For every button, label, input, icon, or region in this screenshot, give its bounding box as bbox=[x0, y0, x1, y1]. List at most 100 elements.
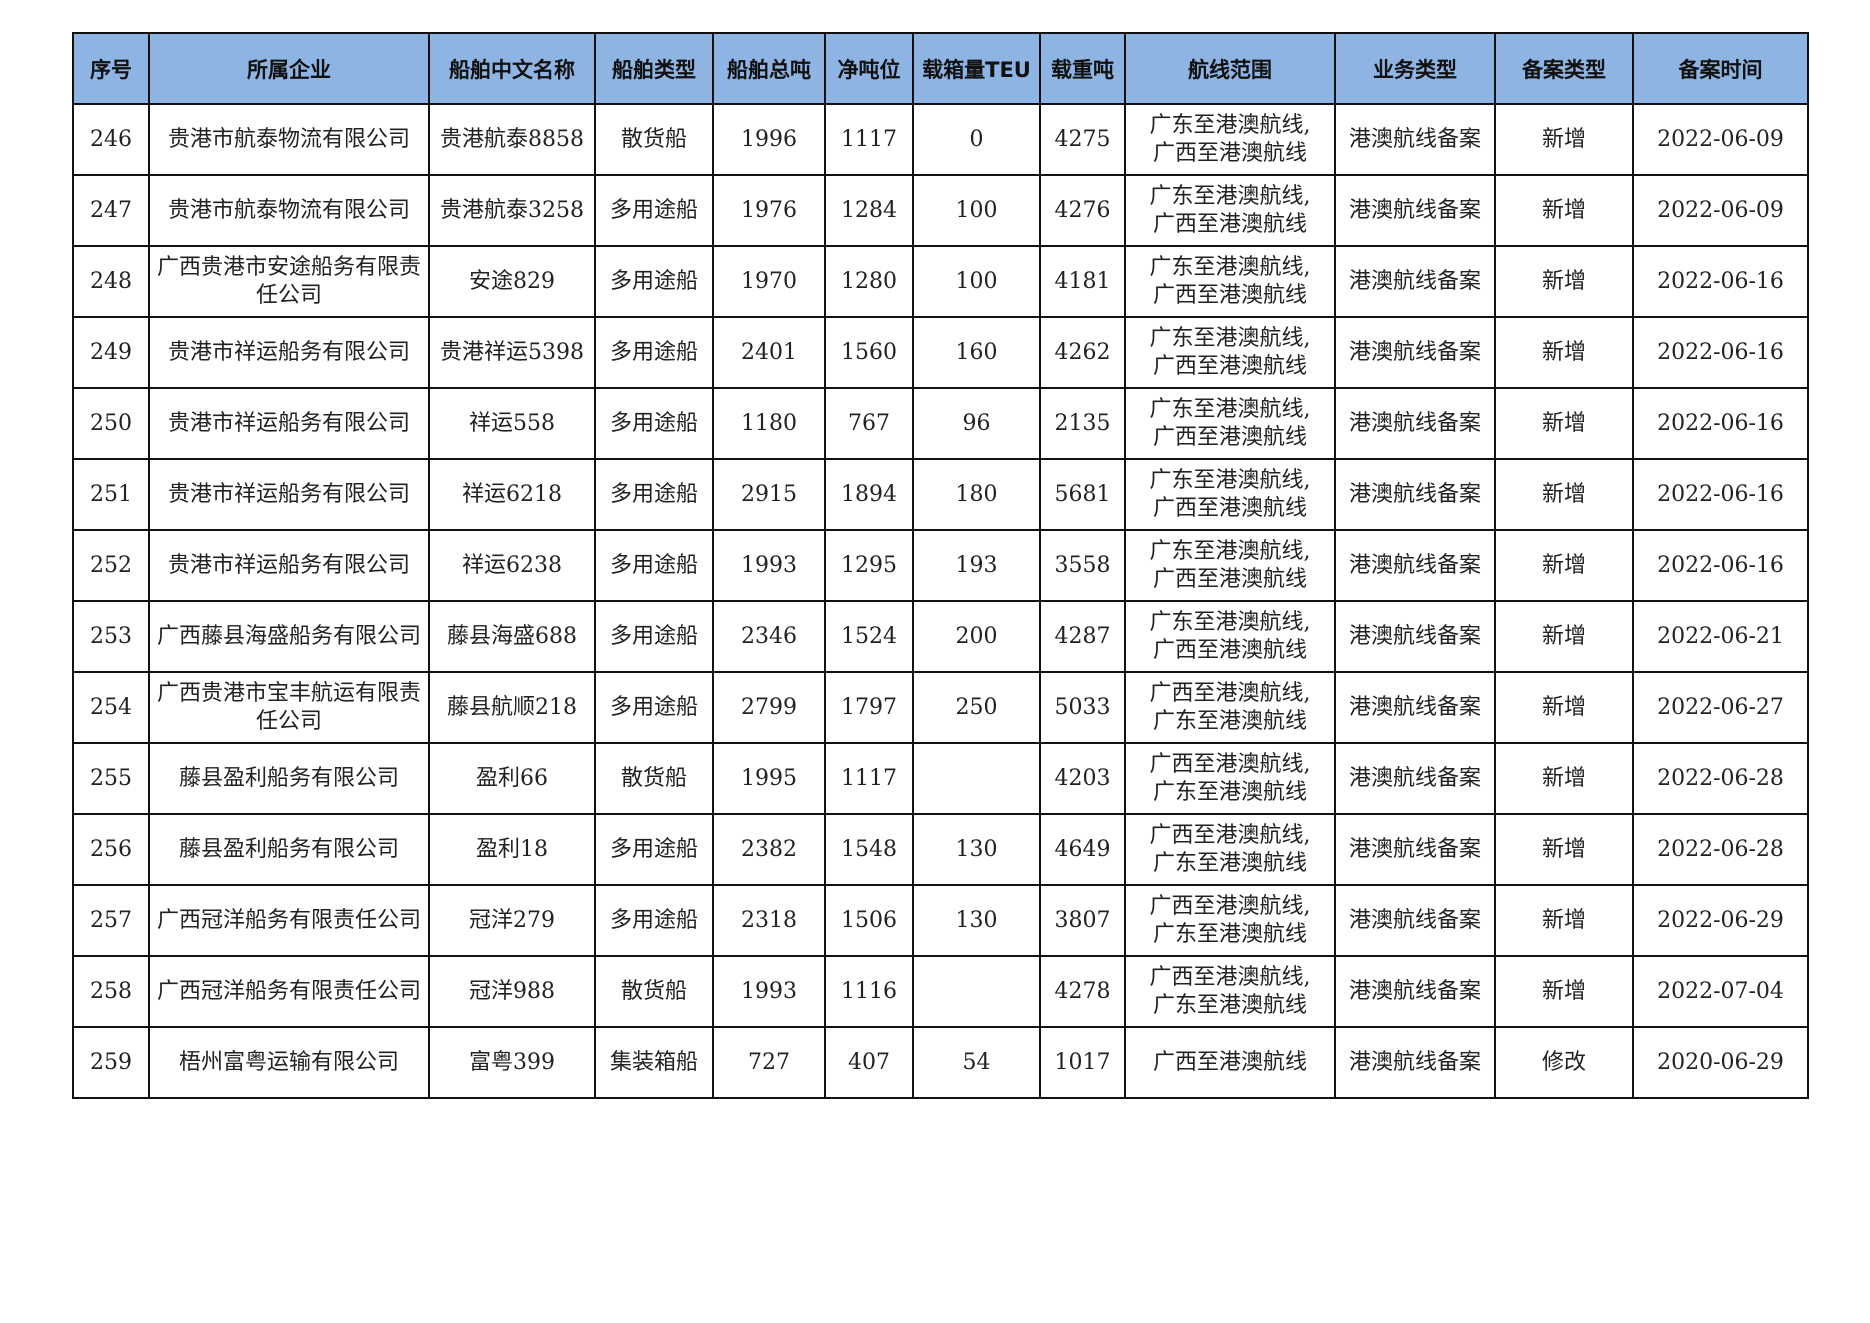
cell-filing-date: 2022-07-04 bbox=[1632, 955, 1809, 1028]
column-header-teu-capacity: 载箱量TEU bbox=[912, 32, 1041, 105]
cell-deadweight: 3558 bbox=[1039, 529, 1126, 602]
cell-company: 贵港市航泰物流有限公司 bbox=[148, 103, 430, 176]
cell-filing-type: 新增 bbox=[1494, 245, 1634, 318]
cell-filing-date: 2022-06-28 bbox=[1632, 742, 1809, 815]
cell-gross-tonnage: 2915 bbox=[712, 458, 826, 531]
cell-index: 258 bbox=[72, 955, 150, 1028]
cell-business-type: 港澳航线备案 bbox=[1334, 742, 1496, 815]
table-row: 257 广西冠洋船务有限责任公司 冠洋279 多用途船 2318 1506 130 3807 广… bbox=[72, 884, 1809, 957]
cell-net-tonnage: 1894 bbox=[824, 458, 914, 531]
table-row: 251 贵港市祥运船务有限公司 祥运6218 多用途船 2915 1894 180 5681 广… bbox=[72, 458, 1809, 531]
table-row: 246 贵港市航泰物流有限公司 贵港航泰8858 散货船 1996 1117 0 4275 广东… bbox=[72, 103, 1809, 176]
table-row: 256 藤县盈利船务有限公司 盈利18 多用途船 2382 1548 130 4649 广西至港… bbox=[72, 813, 1809, 886]
cell-deadweight: 4287 bbox=[1039, 600, 1126, 673]
cell-route-scope: 广西至港澳航线, 广东至港澳航线 bbox=[1124, 813, 1336, 886]
cell-teu-capacity: 0 bbox=[912, 103, 1041, 176]
cell-teu-capacity: 100 bbox=[912, 174, 1041, 247]
cell-business-type: 港澳航线备案 bbox=[1334, 1026, 1496, 1099]
cell-company: 广西冠洋船务有限责任公司 bbox=[148, 884, 430, 957]
table-row: 252 贵港市祥运船务有限公司 祥运6238 多用途船 1993 1295 193 3558 广… bbox=[72, 529, 1809, 602]
cell-ship-name: 藤县海盛688 bbox=[428, 600, 596, 673]
cell-deadweight: 4276 bbox=[1039, 174, 1126, 247]
cell-company: 贵港市祥运船务有限公司 bbox=[148, 458, 430, 531]
cell-business-type: 港澳航线备案 bbox=[1334, 174, 1496, 247]
cell-filing-date: 2022-06-16 bbox=[1632, 387, 1809, 460]
cell-net-tonnage: 1295 bbox=[824, 529, 914, 602]
cell-gross-tonnage: 727 bbox=[712, 1026, 826, 1099]
cell-business-type: 港澳航线备案 bbox=[1334, 671, 1496, 744]
cell-business-type: 港澳航线备案 bbox=[1334, 600, 1496, 673]
cell-teu-capacity: 180 bbox=[912, 458, 1041, 531]
cell-filing-date: 2022-06-16 bbox=[1632, 458, 1809, 531]
cell-deadweight: 1017 bbox=[1039, 1026, 1126, 1099]
cell-net-tonnage: 1284 bbox=[824, 174, 914, 247]
cell-company: 广西贵港市安途船务有限责任公司 bbox=[148, 245, 430, 318]
cell-gross-tonnage: 1993 bbox=[712, 955, 826, 1028]
cell-teu-capacity bbox=[912, 955, 1041, 1028]
cell-ship-name: 冠洋988 bbox=[428, 955, 596, 1028]
cell-ship-name: 贵港航泰8858 bbox=[428, 103, 596, 176]
cell-ship-name: 盈利18 bbox=[428, 813, 596, 886]
cell-ship-type: 散货船 bbox=[594, 103, 714, 176]
cell-ship-type: 多用途船 bbox=[594, 813, 714, 886]
cell-teu-capacity: 130 bbox=[912, 813, 1041, 886]
cell-deadweight: 5033 bbox=[1039, 671, 1126, 744]
cell-net-tonnage: 407 bbox=[824, 1026, 914, 1099]
cell-business-type: 港澳航线备案 bbox=[1334, 813, 1496, 886]
cell-deadweight: 4181 bbox=[1039, 245, 1126, 318]
cell-index: 255 bbox=[72, 742, 150, 815]
table-row: 249 贵港市祥运船务有限公司 贵港祥运5398 多用途船 2401 1560 160 426… bbox=[72, 316, 1809, 389]
cell-business-type: 港澳航线备案 bbox=[1334, 103, 1496, 176]
cell-filing-date: 2022-06-21 bbox=[1632, 600, 1809, 673]
cell-filing-type: 新增 bbox=[1494, 955, 1634, 1028]
cell-ship-type: 多用途船 bbox=[594, 671, 714, 744]
cell-gross-tonnage: 1970 bbox=[712, 245, 826, 318]
cell-route-scope: 广东至港澳航线, 广西至港澳航线 bbox=[1124, 387, 1336, 460]
cell-ship-type: 多用途船 bbox=[594, 529, 714, 602]
cell-ship-type: 多用途船 bbox=[594, 245, 714, 318]
cell-ship-type: 散货船 bbox=[594, 955, 714, 1028]
column-header-ship-type: 船舶类型 bbox=[594, 32, 714, 105]
cell-deadweight: 5681 bbox=[1039, 458, 1126, 531]
cell-filing-type: 新增 bbox=[1494, 458, 1634, 531]
cell-index: 254 bbox=[72, 671, 150, 744]
cell-company: 广西冠洋船务有限责任公司 bbox=[148, 955, 430, 1028]
cell-gross-tonnage: 1993 bbox=[712, 529, 826, 602]
cell-net-tonnage: 1524 bbox=[824, 600, 914, 673]
cell-index: 250 bbox=[72, 387, 150, 460]
column-header-deadweight: 载重吨 bbox=[1039, 32, 1126, 105]
ship-registration-table: 序号 所属企业 船舶中文名称 船舶类型 船舶总吨 净吨位 载箱量TEU 载重吨 航线范围 业务类型… bbox=[72, 32, 1809, 1099]
cell-route-scope: 广西至港澳航线, 广东至港澳航线 bbox=[1124, 742, 1336, 815]
column-header-gross-tonnage: 船舶总吨 bbox=[712, 32, 826, 105]
cell-route-scope: 广东至港澳航线, 广西至港澳航线 bbox=[1124, 458, 1336, 531]
cell-business-type: 港澳航线备案 bbox=[1334, 884, 1496, 957]
column-header-net-tonnage: 净吨位 bbox=[824, 32, 914, 105]
cell-index: 249 bbox=[72, 316, 150, 389]
cell-gross-tonnage: 2346 bbox=[712, 600, 826, 673]
cell-gross-tonnage: 2382 bbox=[712, 813, 826, 886]
cell-company: 藤县盈利船务有限公司 bbox=[148, 813, 430, 886]
cell-route-scope: 广东至港澳航线, 广西至港澳航线 bbox=[1124, 174, 1336, 247]
header-row: 序号 所属企业 船舶中文名称 船舶类型 船舶总吨 净吨位 载箱量TEU 载重吨 航线范围 业务类型… bbox=[72, 32, 1809, 105]
cell-filing-type: 新增 bbox=[1494, 884, 1634, 957]
cell-index: 256 bbox=[72, 813, 150, 886]
table-row: 255 藤县盈利船务有限公司 盈利66 散货船 1995 1117 4203 广西至港澳航线,… bbox=[72, 742, 1809, 815]
table-row: 247 贵港市航泰物流有限公司 贵港航泰3258 多用途船 1976 1284 100 427… bbox=[72, 174, 1809, 247]
cell-filing-type: 新增 bbox=[1494, 174, 1634, 247]
cell-filing-type: 新增 bbox=[1494, 103, 1634, 176]
cell-gross-tonnage: 1180 bbox=[712, 387, 826, 460]
cell-ship-type: 集装箱船 bbox=[594, 1026, 714, 1099]
table-row: 258 广西冠洋船务有限责任公司 冠洋988 散货船 1993 1116 4278 广西至港澳… bbox=[72, 955, 1809, 1028]
cell-filing-type: 新增 bbox=[1494, 742, 1634, 815]
cell-route-scope: 广东至港澳航线, 广西至港澳航线 bbox=[1124, 600, 1336, 673]
cell-business-type: 港澳航线备案 bbox=[1334, 955, 1496, 1028]
cell-net-tonnage: 1548 bbox=[824, 813, 914, 886]
cell-ship-type: 散货船 bbox=[594, 742, 714, 815]
cell-gross-tonnage: 2799 bbox=[712, 671, 826, 744]
cell-route-scope: 广西至港澳航线, 广东至港澳航线 bbox=[1124, 884, 1336, 957]
cell-index: 252 bbox=[72, 529, 150, 602]
cell-net-tonnage: 1116 bbox=[824, 955, 914, 1028]
cell-route-scope: 广西至港澳航线, 广东至港澳航线 bbox=[1124, 671, 1336, 744]
cell-filing-type: 新增 bbox=[1494, 671, 1634, 744]
cell-ship-type: 多用途船 bbox=[594, 458, 714, 531]
